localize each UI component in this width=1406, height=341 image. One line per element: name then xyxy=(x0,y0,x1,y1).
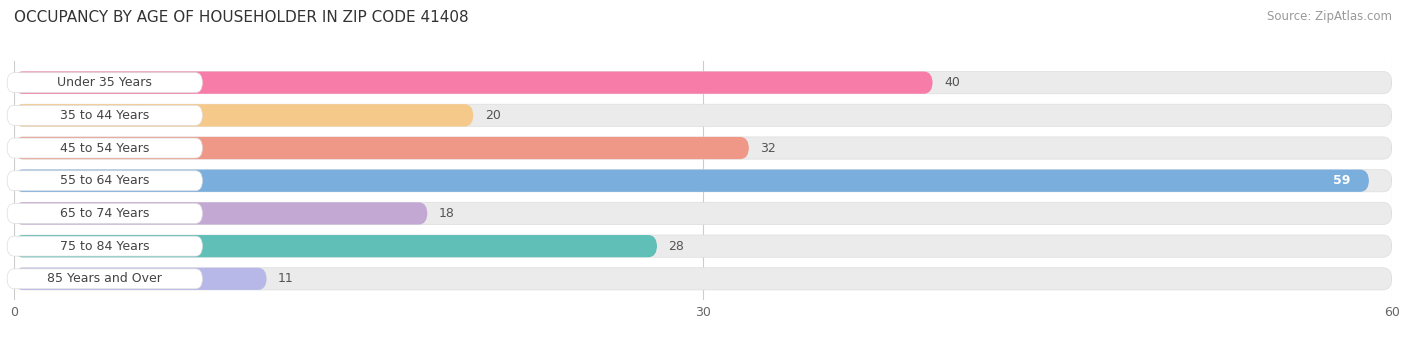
Text: 28: 28 xyxy=(669,240,685,253)
Text: 59: 59 xyxy=(1333,174,1351,187)
Text: Source: ZipAtlas.com: Source: ZipAtlas.com xyxy=(1267,10,1392,23)
FancyBboxPatch shape xyxy=(14,72,1392,94)
FancyBboxPatch shape xyxy=(7,269,202,289)
Text: 85 Years and Over: 85 Years and Over xyxy=(48,272,162,285)
Text: 32: 32 xyxy=(761,142,776,154)
Text: 65 to 74 Years: 65 to 74 Years xyxy=(60,207,149,220)
FancyBboxPatch shape xyxy=(14,235,1392,257)
Text: 75 to 84 Years: 75 to 84 Years xyxy=(60,240,149,253)
Text: 20: 20 xyxy=(485,109,501,122)
FancyBboxPatch shape xyxy=(7,73,202,93)
Text: 11: 11 xyxy=(278,272,294,285)
Text: OCCUPANCY BY AGE OF HOUSEHOLDER IN ZIP CODE 41408: OCCUPANCY BY AGE OF HOUSEHOLDER IN ZIP C… xyxy=(14,10,468,25)
FancyBboxPatch shape xyxy=(14,169,1392,192)
FancyBboxPatch shape xyxy=(14,137,1392,159)
FancyBboxPatch shape xyxy=(7,138,202,158)
FancyBboxPatch shape xyxy=(7,204,202,223)
FancyBboxPatch shape xyxy=(14,235,657,257)
FancyBboxPatch shape xyxy=(14,72,932,94)
FancyBboxPatch shape xyxy=(14,268,267,290)
Text: 40: 40 xyxy=(945,76,960,89)
FancyBboxPatch shape xyxy=(14,104,474,127)
FancyBboxPatch shape xyxy=(7,171,202,191)
FancyBboxPatch shape xyxy=(14,104,1392,127)
Text: 18: 18 xyxy=(439,207,454,220)
FancyBboxPatch shape xyxy=(7,105,202,125)
Text: 35 to 44 Years: 35 to 44 Years xyxy=(60,109,149,122)
FancyBboxPatch shape xyxy=(14,137,749,159)
Text: 55 to 64 Years: 55 to 64 Years xyxy=(60,174,149,187)
Text: Under 35 Years: Under 35 Years xyxy=(58,76,152,89)
FancyBboxPatch shape xyxy=(14,202,427,224)
Text: 45 to 54 Years: 45 to 54 Years xyxy=(60,142,149,154)
FancyBboxPatch shape xyxy=(7,236,202,256)
FancyBboxPatch shape xyxy=(14,268,1392,290)
FancyBboxPatch shape xyxy=(14,202,1392,224)
FancyBboxPatch shape xyxy=(14,169,1369,192)
